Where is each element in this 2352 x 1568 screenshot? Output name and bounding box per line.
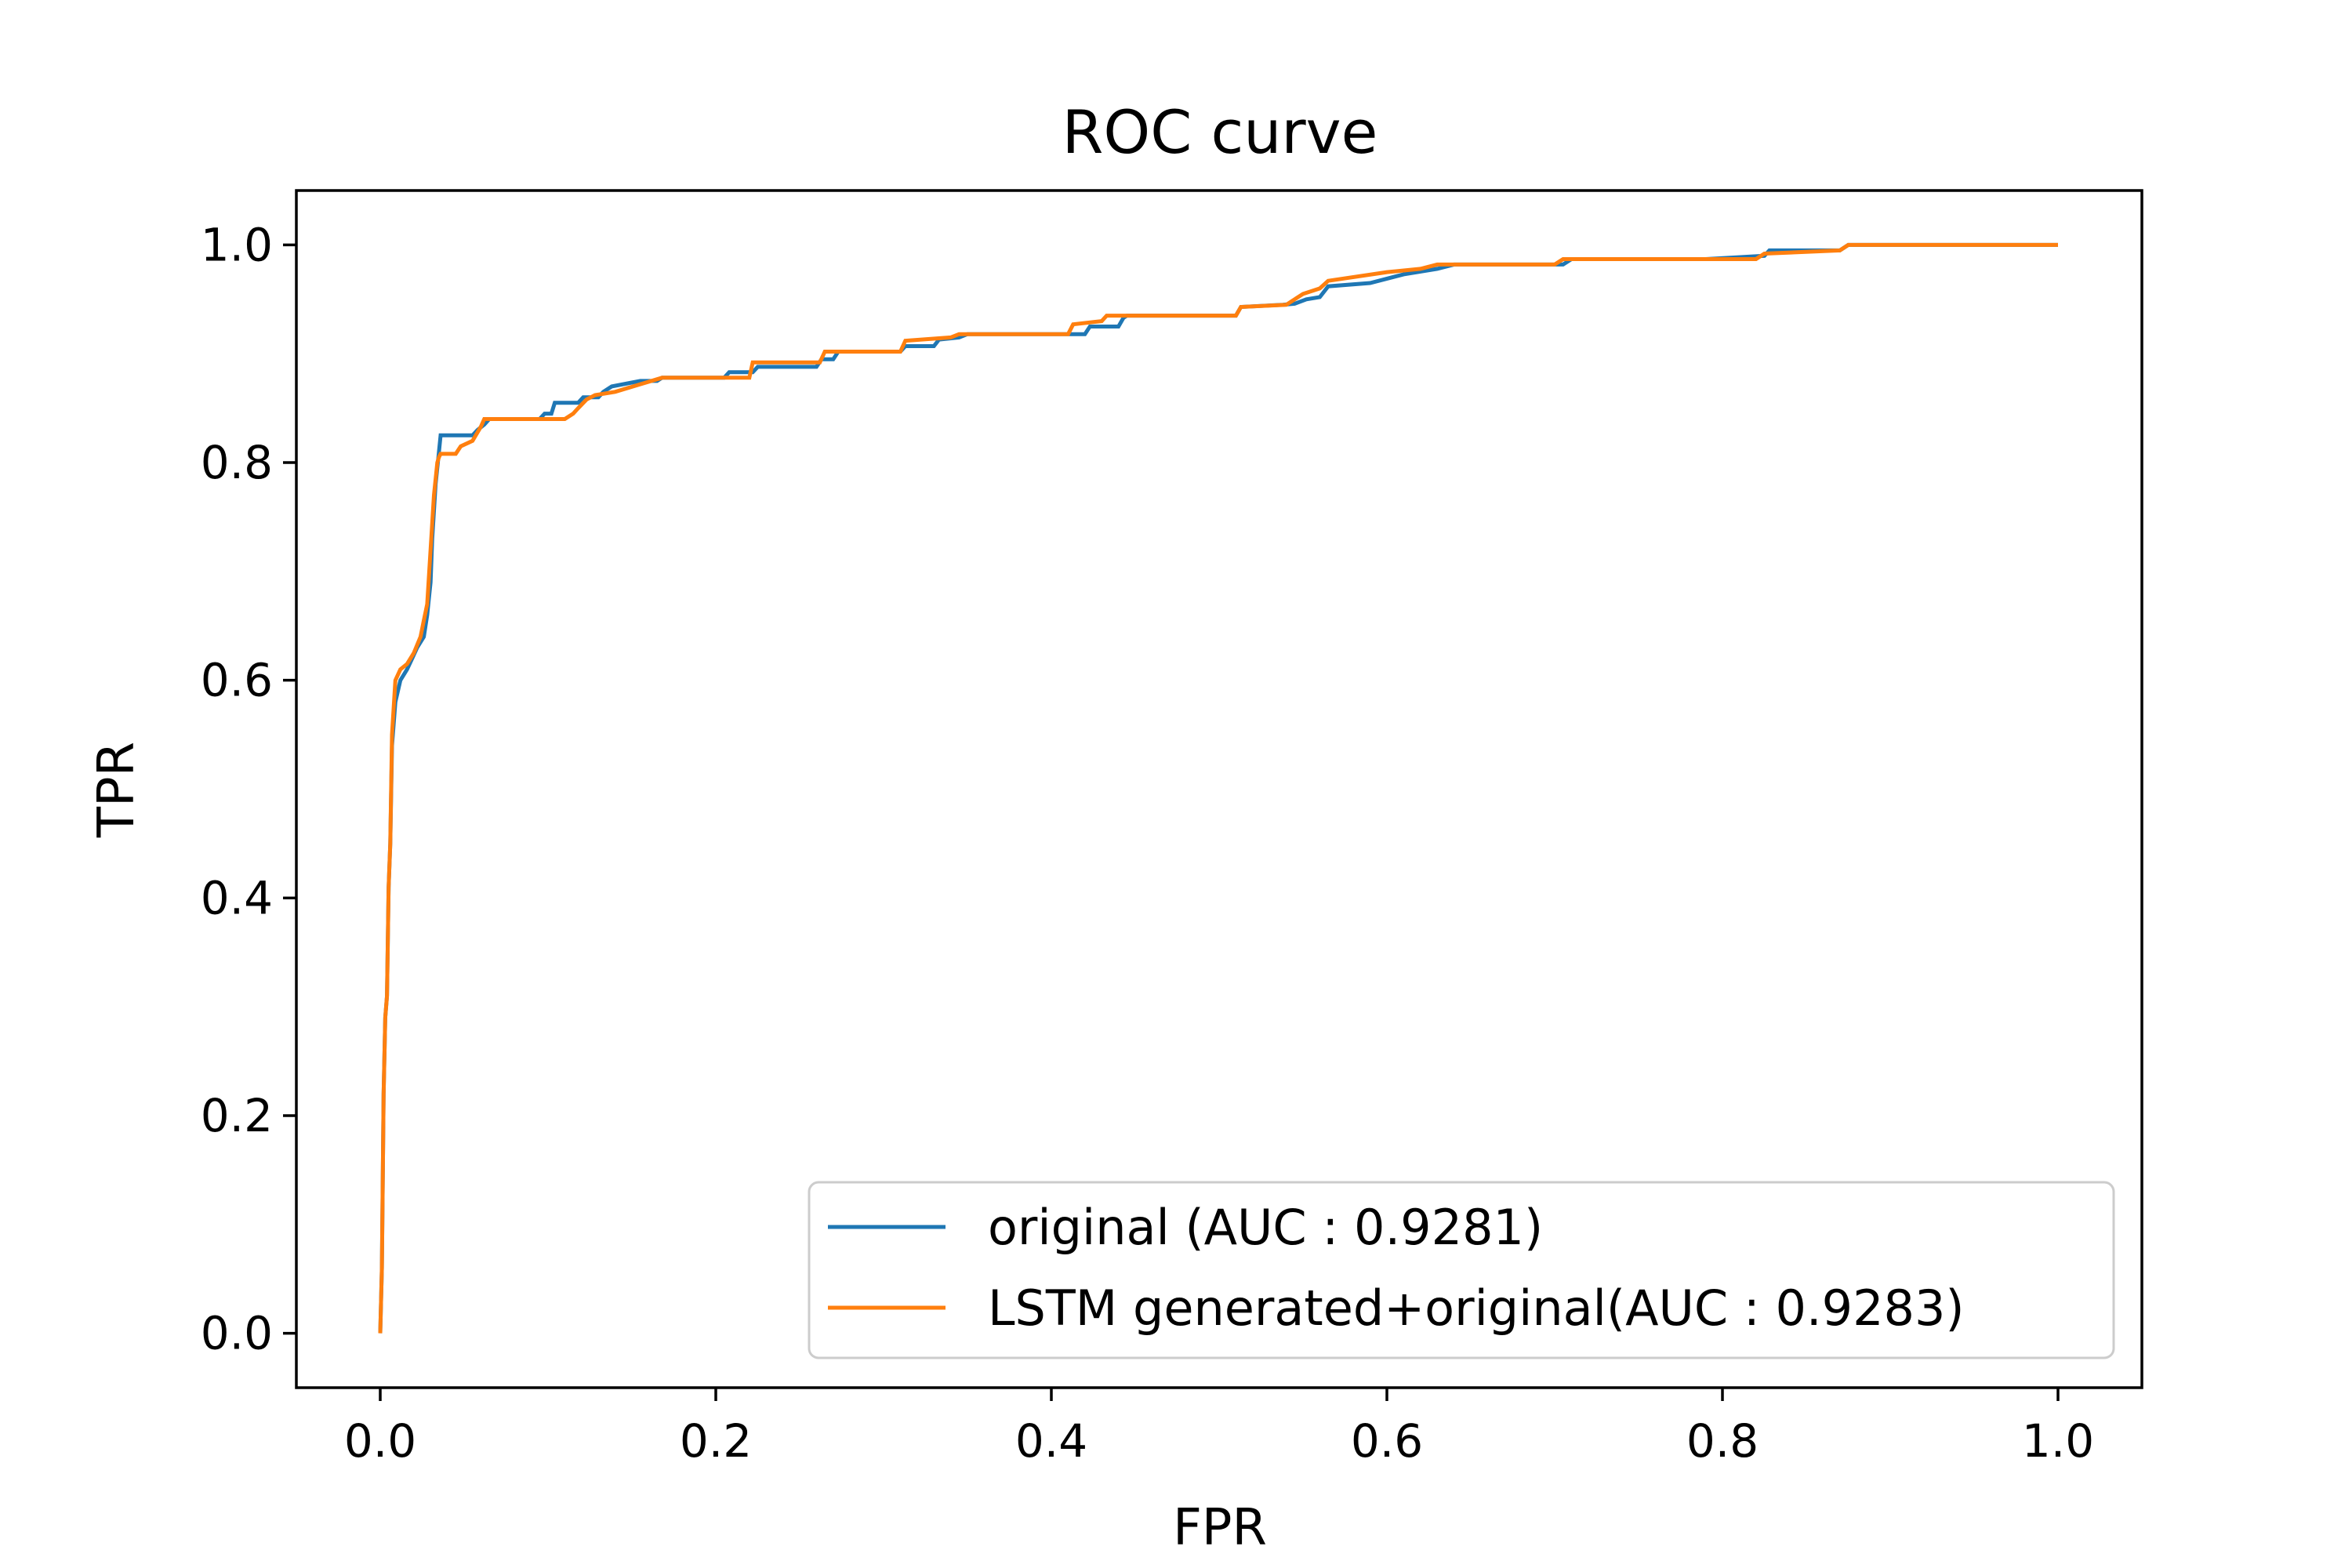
y-tick-label: 0.6 (201, 654, 273, 707)
series-layer (378, 242, 2058, 1334)
legend-box (808, 1181, 2115, 1359)
x-tick-label: 0.6 (1351, 1414, 1423, 1468)
series-line-1 (378, 242, 2058, 1334)
y-tick-label: 0.4 (201, 871, 273, 924)
x-tick-label: 0.0 (344, 1414, 416, 1468)
legend: original (AUC : 0.9281) LSTM generated+o… (808, 1181, 2115, 1359)
x-axis-label: FPR (1173, 1499, 1267, 1557)
y-tick-label: 0.0 (201, 1307, 273, 1360)
x-tick-label: 0.8 (1686, 1414, 1759, 1468)
x-axis: 0.0 0.2 0.4 0.6 0.8 1.0 (344, 1388, 2094, 1468)
legend-label-lstm: LSTM generated+original(AUC : 0.9283) (988, 1279, 1965, 1337)
x-tick-label: 1.0 (2022, 1414, 2094, 1468)
y-tick-label: 0.8 (201, 436, 273, 489)
chart-title: ROC curve (1062, 97, 1378, 167)
y-axis-label: TPR (88, 742, 146, 838)
y-tick-label: 0.2 (201, 1089, 273, 1142)
y-axis: 0.0 0.2 0.4 0.6 0.8 1.0 (201, 218, 296, 1360)
x-tick-label: 0.4 (1015, 1414, 1087, 1468)
x-tick-label: 0.2 (680, 1414, 752, 1468)
series-line-0 (378, 242, 2058, 1334)
plot-frame (295, 189, 2143, 1389)
legend-label-original: original (AUC : 0.9281) (988, 1199, 1543, 1256)
y-tick-label: 1.0 (201, 218, 273, 271)
